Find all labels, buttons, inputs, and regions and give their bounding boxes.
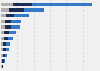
Bar xyxy=(1,48,3,51)
Bar xyxy=(8,37,13,40)
Bar xyxy=(5,25,11,29)
Bar xyxy=(9,8,24,12)
Bar xyxy=(24,8,44,12)
Bar xyxy=(4,59,5,63)
Bar xyxy=(1,37,4,40)
Bar xyxy=(3,54,5,57)
Bar xyxy=(3,48,6,51)
Bar xyxy=(6,14,14,17)
Bar xyxy=(5,20,11,23)
Bar xyxy=(6,48,9,51)
Bar xyxy=(1,20,5,23)
Bar xyxy=(1,59,2,63)
Bar xyxy=(1,3,13,6)
Bar xyxy=(6,42,10,46)
Bar xyxy=(1,31,4,34)
Bar xyxy=(5,54,7,57)
Bar xyxy=(4,31,9,34)
Bar xyxy=(1,25,5,29)
Bar xyxy=(1,65,2,68)
Bar xyxy=(2,59,4,63)
Bar xyxy=(1,42,3,46)
Bar xyxy=(11,20,21,23)
Bar xyxy=(13,3,32,6)
Bar xyxy=(11,25,20,29)
Bar xyxy=(9,31,16,34)
Bar xyxy=(1,8,9,12)
Bar xyxy=(32,3,92,6)
Bar xyxy=(3,42,6,46)
Bar xyxy=(1,54,3,57)
Bar xyxy=(4,37,8,40)
Bar xyxy=(2,65,3,68)
Bar xyxy=(1,14,6,17)
Bar xyxy=(14,14,29,17)
